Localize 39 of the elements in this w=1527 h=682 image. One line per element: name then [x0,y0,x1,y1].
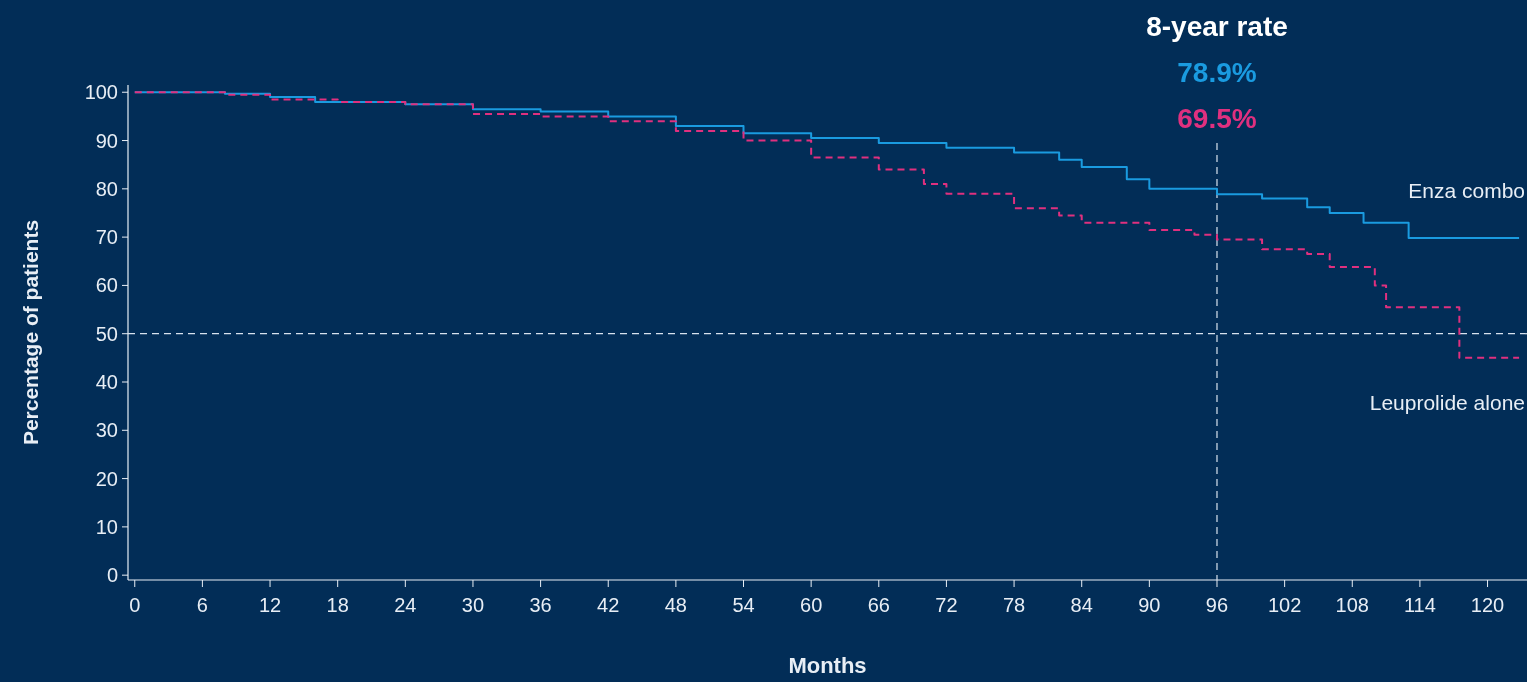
x-tick-label: 84 [1070,594,1093,616]
x-tick-label: 66 [867,594,890,616]
annotation: 69.5% [1177,103,1257,134]
series-label: Enza combo [1408,179,1525,203]
y-tick-label: 20 [95,467,118,490]
text: 8-year rate [1146,11,1288,42]
x-tick-label: 12 [258,594,282,616]
x-axis-title: Months [788,653,867,678]
y-tick-label: 0 [106,564,118,587]
y-axis-title: Percentage of patients [19,219,42,446]
y-tick-label: 10 [95,515,118,538]
x-tick-label: 48 [664,594,687,616]
y-tick-label: 50 [95,322,118,345]
x-tick-label: 0 [129,594,141,616]
x-tick-label: 54 [732,594,755,616]
x-tick-label: 96 [1205,594,1229,616]
series-label: Leuprolide alone [1369,390,1525,414]
x-tick-label: 18 [326,594,349,616]
annotation: 78.9% [1177,57,1257,88]
x-tick-label: 78 [1002,594,1026,616]
x-tick-label: 108 [1335,594,1369,616]
x-tick-label: 36 [529,594,552,616]
y-tick-label: 70 [95,226,118,249]
x-tick-label: 72 [935,594,958,616]
x-tick-label: 30 [461,594,485,616]
x-tick-label: 42 [597,594,620,616]
x-tick-label: 6 [196,594,208,616]
x-tick-label: 24 [394,594,417,616]
y-tick-label: 90 [95,129,118,152]
x-tick-label: 120 [1470,594,1505,616]
x-tick-label: 90 [1138,594,1161,616]
y-tick-label: 30 [95,419,118,442]
y-tick-label: 80 [95,177,118,200]
x-tick-label: 102 [1267,594,1302,616]
x-tick-label: 60 [800,594,823,616]
y-tick-label: 60 [95,274,118,297]
y-tick-label: 40 [95,371,118,393]
y-tick-label: 100 [84,81,118,104]
x-tick-label: 114 [1403,594,1436,616]
